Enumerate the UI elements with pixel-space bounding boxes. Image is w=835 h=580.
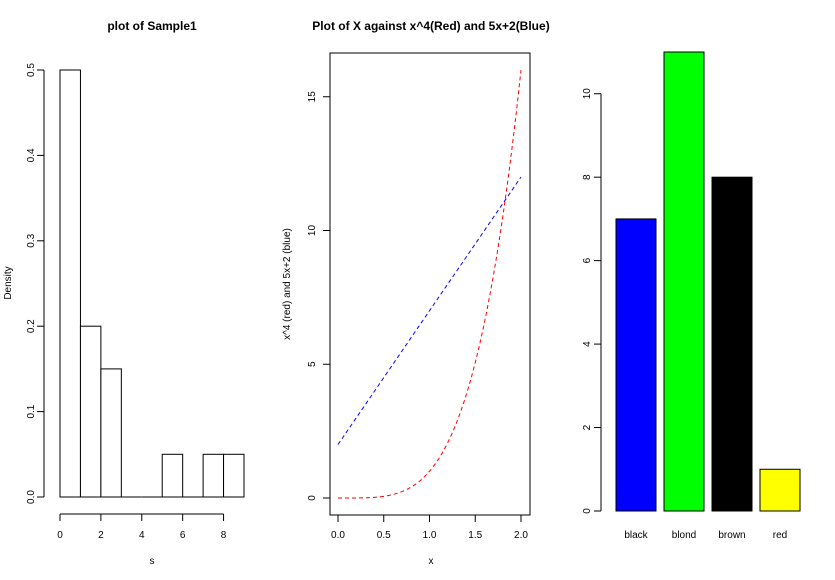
line-plot-title: Plot of X against x^4(Red) and 5x+2(Blue… <box>312 19 549 33</box>
histogram-bar <box>59 69 81 498</box>
barplot-y-tick-label: 2 <box>582 424 593 430</box>
line-plot-y-tick-label: 10 <box>307 225 318 237</box>
histogram-title: plot of Sample1 <box>107 19 197 33</box>
histogram-x-axis: 0 2 4 6 8 <box>57 513 227 541</box>
line-plot-x-axis: 0.0 0.5 1.0 1.5 2.0 <box>331 514 528 541</box>
histogram-panel: plot of Sample1 0 2 4 6 8 0.0 0.1 0.2 0.3 0.4 0.5… <box>3 19 245 567</box>
barplot-bars <box>615 51 801 512</box>
histogram-bars <box>59 69 245 498</box>
barplot-y-axis: 0 2 4 6 8 10 <box>582 88 602 514</box>
histogram-y-tick-label: 0.4 <box>26 148 37 162</box>
line-plot-y-axis: 0 5 10 15 <box>307 91 331 501</box>
line-plot-x-label: x <box>429 556 434 567</box>
line-plot-x-tick-label: 1.5 <box>468 530 482 541</box>
bar-blond <box>663 51 705 512</box>
histogram-y-label: Density <box>3 266 14 299</box>
histogram-x-label: s <box>150 556 155 567</box>
histogram-y-axis: 0.0 0.1 0.2 0.3 0.4 0.5 <box>26 63 45 504</box>
line-plot-x-tick-label: 0.0 <box>331 530 345 541</box>
histogram-bar <box>202 453 225 498</box>
barplot-y-tick-label: 10 <box>582 88 593 100</box>
histogram-x-tick-label: 4 <box>139 530 145 541</box>
histogram-bar <box>223 453 245 498</box>
line-plot-y-tick-label: 0 <box>307 495 318 501</box>
barplot-y-tick-label: 8 <box>582 174 593 180</box>
line-series-red <box>338 69 522 499</box>
histogram-x-tick-label: 6 <box>180 530 186 541</box>
line-plot-series <box>337 69 522 499</box>
bar-black <box>615 218 657 512</box>
histogram-y-tick-label: 0.5 <box>26 63 37 77</box>
bar-label-red: red <box>773 530 787 541</box>
bar-brown <box>711 176 753 512</box>
line-plot-y-tick-label: 5 <box>307 361 318 367</box>
line-plot-x-tick-label: 1.0 <box>423 530 437 541</box>
histogram-y-tick-label: 0.2 <box>26 319 37 333</box>
barplot-y-tick-label: 0 <box>582 508 593 514</box>
histogram-bar <box>79 325 102 498</box>
histogram-y-tick-label: 0.3 <box>26 233 37 247</box>
line-plot-x-tick-label: 0.5 <box>377 530 391 541</box>
histogram-bar <box>100 368 122 498</box>
histogram-y-tick-label: 0.0 <box>26 490 37 504</box>
barplot-y-tick-label: 4 <box>582 341 593 347</box>
bar-label-black: black <box>624 530 648 541</box>
bar-label-brown: brown <box>718 530 745 541</box>
barplot-category-labels: black blond brown red <box>624 530 787 541</box>
bar-red <box>759 468 801 512</box>
line-plot-x-tick-label: 2.0 <box>514 530 528 541</box>
line-plot-y-tick-label: 15 <box>307 91 318 103</box>
histogram-x-tick-label: 8 <box>221 530 227 541</box>
line-plot-y-label: x^4 (red) and 5x+2 (blue) <box>282 228 293 340</box>
histogram-bar <box>161 453 184 498</box>
barplot-y-tick-label: 6 <box>582 257 593 263</box>
bar-label-blond: blond <box>672 530 696 541</box>
histogram-x-tick-label: 2 <box>98 530 104 541</box>
line-plot-box <box>329 52 531 516</box>
line-series-blue <box>337 176 522 445</box>
histogram-y-tick-label: 0.1 <box>26 404 37 418</box>
histogram-x-tick-label: 0 <box>57 530 63 541</box>
line-plot-panel: Plot of X against x^4(Red) and 5x+2(Blue… <box>282 19 550 567</box>
barplot-panel: 0 2 4 6 8 10 black blond brown red <box>582 51 801 541</box>
